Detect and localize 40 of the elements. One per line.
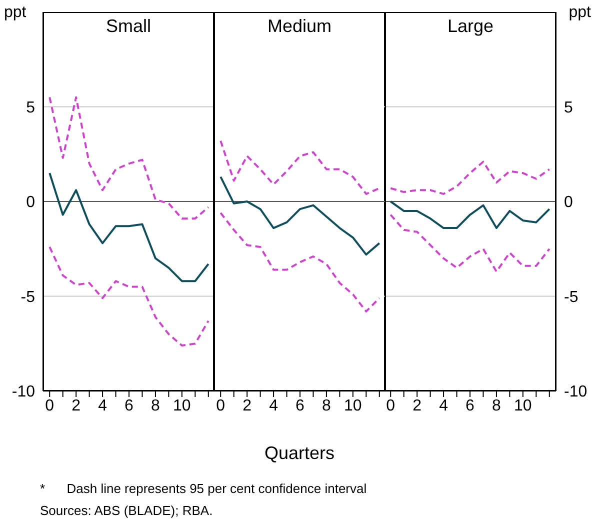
x-tick-label: 2 <box>242 397 252 414</box>
y2-tick-label: 5 <box>564 99 573 116</box>
x-tick-label: 10 <box>344 397 362 414</box>
x-tick-label: 0 <box>45 397 54 414</box>
x-tick-label: 8 <box>151 397 160 414</box>
line-series <box>390 200 550 230</box>
x-tick-label: 6 <box>296 397 305 414</box>
y-tick-label: 5 <box>26 99 36 116</box>
chart-title: Medium <box>266 16 333 37</box>
x-tick-label: 6 <box>124 397 134 414</box>
chart-title: Large <box>446 16 495 37</box>
x-tick-label: 0 <box>216 397 226 414</box>
chart-title: Small <box>104 16 152 37</box>
y-tick-label: -5 <box>20 288 36 306</box>
y-tick-label: -10 <box>12 384 36 401</box>
line-series <box>48 246 210 347</box>
line-series <box>48 96 210 220</box>
x-axis-title: Quarters <box>263 443 336 464</box>
line-series <box>390 214 550 273</box>
text: * Dash line represents 95 per cent confidence interval <box>40 480 367 498</box>
line-series <box>390 160 550 195</box>
source-note: Sources: ABS (BLADE); RBA. <box>40 502 214 519</box>
x-tick-label: 4 <box>98 397 108 414</box>
x-tick-label: 2 <box>72 397 81 414</box>
y2-tick-label: -5 <box>564 288 578 306</box>
x-tick-label: 4 <box>439 397 448 414</box>
x-tick-label: 8 <box>322 397 332 414</box>
y-tick-label: 0 <box>26 194 36 212</box>
y-axis-title: ppt <box>4 4 26 22</box>
x-tick-label: 4 <box>269 397 278 414</box>
x-tick-label: 8 <box>492 397 502 414</box>
line-series <box>48 172 210 282</box>
x-tick-label: 2 <box>412 397 422 414</box>
x-tick-label: 0 <box>386 397 396 414</box>
y2-tick-label: 0 <box>564 194 573 212</box>
y2-axis-title: ppt <box>568 4 591 22</box>
x-tick-label: 10 <box>514 397 532 414</box>
y2-tick-label: -10 <box>564 384 588 401</box>
x-tick-label: 6 <box>466 397 475 414</box>
x-tick-label: 10 <box>173 397 191 414</box>
